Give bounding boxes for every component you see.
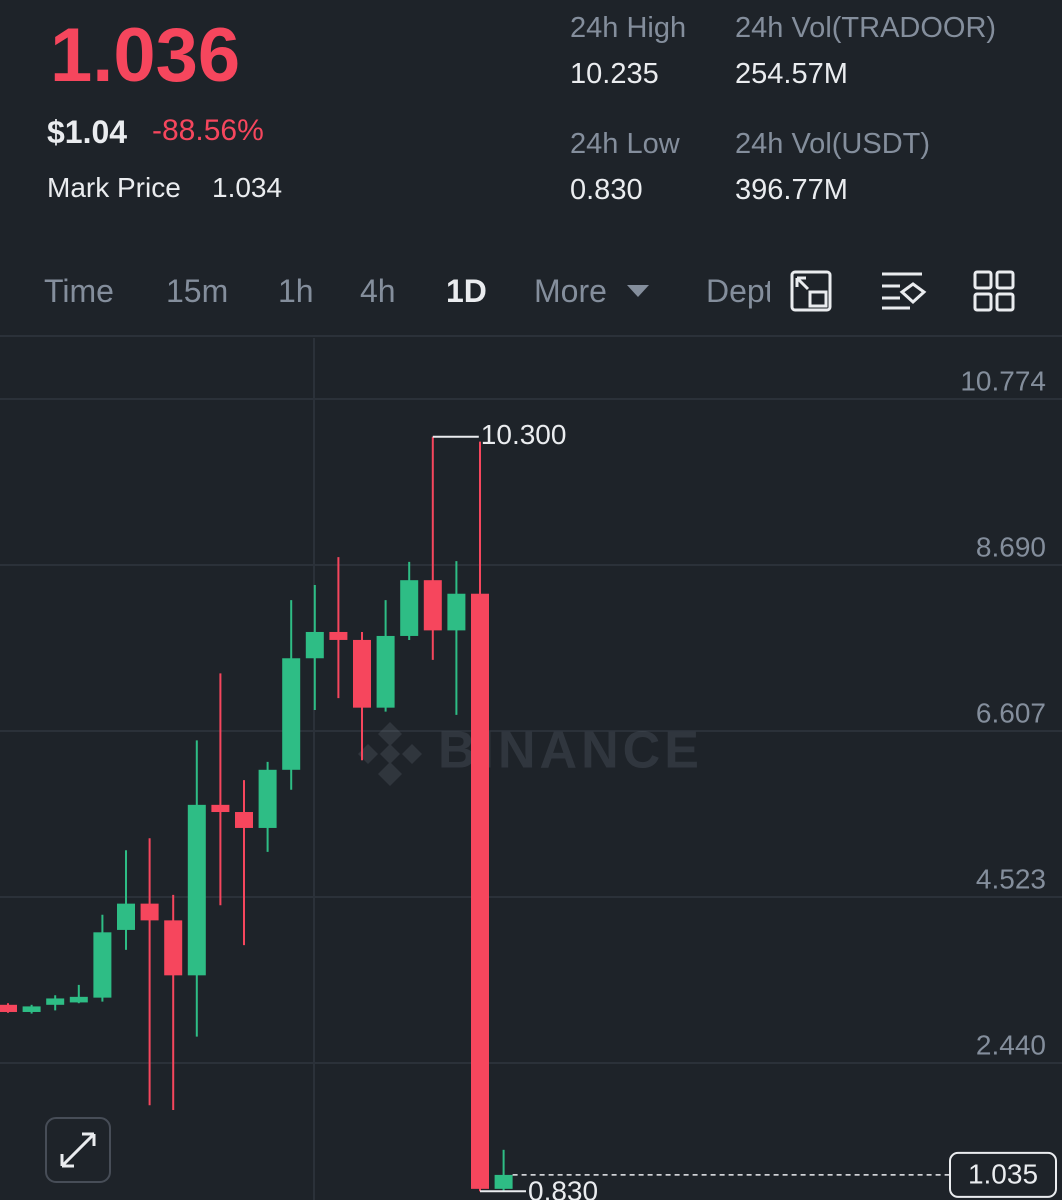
candle-body <box>305 631 324 659</box>
candle-body <box>471 593 489 1189</box>
stat-label: 24h Low <box>570 128 680 160</box>
candle-body <box>329 631 348 640</box>
stat-value: 396.77M <box>735 174 848 206</box>
stat-value: 10.235 <box>570 58 659 90</box>
stat-label: 24h High <box>570 12 687 44</box>
candle-body <box>447 593 466 631</box>
y-tick-label: 6.607 <box>976 697 1046 728</box>
y-tick-label: 4.523 <box>976 863 1046 894</box>
y-tick-label: 10.774 <box>960 365 1046 396</box>
watermark-logo <box>358 722 422 786</box>
y-tick-label: 2.440 <box>976 1029 1046 1060</box>
y-tick-label: 8.690 <box>976 531 1046 562</box>
tab[interactable]: 1h <box>278 273 314 309</box>
last-price: 1.036 <box>50 13 241 98</box>
candle-body <box>140 903 159 921</box>
max-label: 10.300 <box>481 419 567 450</box>
stat-label: 24h Vol(TRADOOR) <box>735 12 997 44</box>
candle-body <box>211 804 230 813</box>
dropdown-arrow <box>627 285 649 297</box>
candle-body <box>69 996 88 1003</box>
candle-body <box>400 580 419 636</box>
tab[interactable]: 4h <box>360 273 396 309</box>
candle-body <box>258 769 277 828</box>
candle-body <box>0 1004 17 1012</box>
candle-body <box>46 998 65 1005</box>
last-price-label: 1.035 <box>968 1158 1038 1189</box>
tab[interactable]: 1D <box>446 273 487 309</box>
usd-price: $1.04 <box>47 114 128 150</box>
candle-body <box>282 658 301 770</box>
candle-body <box>494 1174 513 1189</box>
candle-body <box>187 804 206 976</box>
candle-body <box>423 580 442 631</box>
min-label: 0.830 <box>528 1176 598 1200</box>
last-price-box <box>949 1151 1057 1198</box>
candle-body <box>164 920 183 976</box>
mark-price: 1.034 <box>212 172 283 203</box>
stat-label: 24h Vol(USDT) <box>735 128 931 160</box>
change: -88.56% <box>152 114 264 147</box>
tab[interactable]: Time <box>44 273 114 309</box>
tab[interactable]: More <box>534 273 607 309</box>
stat-value: 0.830 <box>570 174 643 206</box>
stat-value: 254.57M <box>735 58 848 90</box>
candle-body <box>22 1006 41 1012</box>
candle-body <box>353 639 371 708</box>
tab[interactable]: Depth <box>706 273 782 309</box>
candle-body <box>376 635 395 708</box>
toolbar-icons[interactable] <box>770 262 1062 322</box>
candle-body <box>117 903 135 930</box>
mark-price-label: Mark Price <box>47 172 181 203</box>
candle-body <box>235 812 253 828</box>
grid <box>0 398 1062 1064</box>
tab[interactable]: 15m <box>166 273 229 309</box>
candle-body <box>93 932 112 998</box>
